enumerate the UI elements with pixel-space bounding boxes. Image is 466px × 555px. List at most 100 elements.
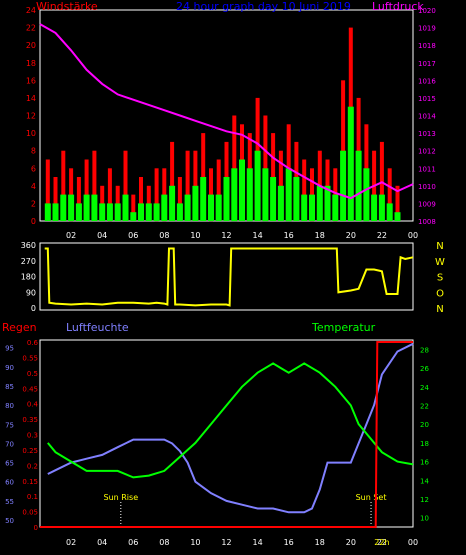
wind-x-tick-label: 02	[66, 231, 76, 240]
wind-avg-bar	[231, 168, 238, 222]
wind-avg-bar	[239, 159, 245, 221]
temperature-tick-label: 12	[420, 496, 429, 504]
wind-axis-label: Windstärke	[36, 0, 98, 13]
wind-avg-bar	[106, 203, 113, 221]
wind-avg-bar	[316, 185, 323, 221]
wind-gust-bar	[185, 150, 190, 221]
wind-avg-bar	[192, 185, 199, 221]
rain-tick-label: 0.1	[27, 493, 38, 501]
wind-avg-bar	[153, 203, 160, 221]
compass-label: N	[436, 241, 443, 252]
direction-tick-label: 0	[31, 304, 36, 313]
wind-x-tick-label: 22	[377, 231, 387, 240]
wind-avg-bar	[340, 150, 347, 221]
wind-avg-bar	[60, 194, 67, 221]
pressure-line	[39, 23, 414, 200]
sun-markers: Sun Rise Sun Set	[103, 493, 386, 527]
wind-tick-label: 4	[31, 182, 36, 191]
temperature-line	[47, 362, 414, 479]
rain-tick-label: 0.5	[27, 370, 38, 378]
wind-x-tick-label: 00	[408, 231, 418, 240]
wind-gust-bar	[61, 150, 66, 221]
rain-line	[40, 341, 413, 528]
wind-avg-bar	[176, 203, 183, 221]
wind-gust-bar	[170, 141, 175, 221]
wind-tick-label: 12	[26, 112, 36, 121]
wind-avg-bar	[270, 177, 277, 221]
rain-tick-label: 0.35	[22, 416, 38, 424]
humidity-tick-label: 65	[5, 460, 14, 468]
humidity-tick-label: 90	[5, 364, 14, 372]
wind-avg-bar	[44, 203, 51, 221]
wind-gust-bar	[53, 177, 58, 221]
wind-avg-bar	[371, 194, 378, 221]
rain-tick-label: 0.45	[22, 385, 38, 393]
wind-tick-label: 10	[26, 129, 36, 138]
wind-avg-bar	[138, 203, 144, 221]
humidity-line	[47, 342, 414, 514]
wind-avg-bar	[332, 194, 339, 221]
compass-label: W	[435, 257, 445, 268]
wind-tick-label: 2	[31, 199, 36, 208]
pressure-tick-label: 1010	[418, 183, 436, 191]
sunset-label: Sun Set	[356, 493, 387, 502]
wind-avg-bar	[394, 212, 401, 221]
wind-tick-label: 18	[26, 59, 36, 68]
weather-x-tick-label: 04	[97, 538, 107, 547]
humidity-tick-label: 50	[5, 517, 14, 525]
direction-tick-label: 360	[21, 241, 36, 250]
rain-tick-label: 0.2	[27, 462, 38, 470]
pressure-tick-label: 1009	[418, 200, 436, 208]
pressure-tick-label: 1018	[418, 42, 436, 50]
wind-tick-label: 6	[31, 164, 36, 173]
wind-gust-bar	[263, 115, 268, 221]
wind-gust-bar	[154, 168, 159, 222]
wind-gust-bar	[92, 150, 97, 221]
wind-avg-bar	[114, 203, 121, 221]
wind-x-tick-label: 18	[315, 231, 325, 240]
wind-x-tick-label: 10	[190, 231, 200, 240]
direction-line	[44, 247, 414, 307]
wind-tick-label: 8	[31, 147, 36, 156]
humidity-tick-label: 85	[5, 383, 14, 391]
weather-x-tick-label: 16	[284, 538, 294, 547]
rain-tick-label: 0.6	[27, 339, 39, 347]
wind-avg-bar	[262, 168, 269, 222]
temperature-tick-label: 28	[420, 346, 429, 354]
temperature-tick-label: 20	[420, 421, 429, 429]
rain-tick-label: 0.3	[27, 432, 38, 440]
wind-gust-bar	[216, 159, 221, 221]
weather-x-ticks: 02 04 06 08 10 12 14 16 18 20 22 00 22h	[66, 538, 418, 547]
weather-x-tick-label: 18	[315, 538, 325, 547]
weather-x-tick-label: 06	[128, 538, 138, 547]
wind-x-tick-label: 04	[97, 231, 107, 240]
wind-gust-bar	[387, 168, 392, 222]
wind-avg-bar	[293, 177, 300, 221]
wind-avg-bar	[386, 203, 393, 221]
wind-avg-bar	[285, 168, 292, 222]
wind-gust-bar	[302, 159, 307, 221]
humidity-tick-label: 70	[5, 440, 14, 448]
wind-x-tick-label: 08	[159, 231, 169, 240]
pressure-tick-label: 1017	[418, 60, 436, 68]
pressure-tick-label: 1013	[418, 130, 436, 138]
wind-x-ticks: 02 04 06 08 10 12 14 16 18 20 22 00	[66, 231, 418, 240]
weather-panel: Regen Luftfeuchte Temperatur Sun Rise Sun…	[2, 321, 429, 547]
pressure-axis-label: Luftdruck	[372, 0, 424, 13]
wind-avg-bar	[52, 203, 59, 221]
temperature-tick-label: 18	[420, 440, 429, 448]
wind-gust-bar	[139, 177, 143, 221]
wind-gust-bar	[107, 168, 112, 222]
wind-x-tick-label: 16	[284, 231, 294, 240]
wind-avg-bar	[347, 106, 354, 221]
wind-avg-bar	[363, 168, 370, 222]
chart-title: 24 hour graph day 10 Juni 2019	[176, 0, 351, 13]
wind-avg-bar	[184, 194, 191, 221]
wind-tick-label: 24	[26, 6, 36, 15]
rain-tick-label: 0	[34, 524, 38, 532]
wind-gust-bar	[84, 159, 89, 221]
wind-tick-label: 14	[26, 94, 36, 103]
current-hour-label: 22h	[374, 538, 389, 547]
